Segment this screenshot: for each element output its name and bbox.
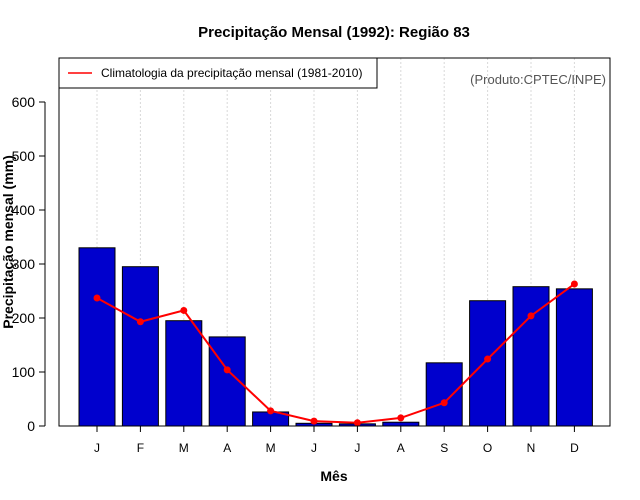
x-tick-label: A [223, 441, 231, 455]
bar-7 [382, 421, 420, 427]
x-tick-label: O [483, 441, 492, 455]
x-tick-label: D [570, 441, 579, 455]
climatology-point-2 [180, 306, 188, 314]
x-tick-label: M [179, 441, 189, 455]
climatology-point-11 [570, 280, 578, 288]
chart-title: Precipitação Mensal (1992): Região 83 [198, 24, 470, 41]
climatology-polyline [96, 283, 575, 424]
x-tick-label: S [440, 441, 448, 455]
y-axis: 0 100 200 300 400 500 600 [12, 94, 46, 434]
x-tick-label: J [94, 441, 100, 455]
climatology-point-0 [93, 294, 101, 302]
credit-annotation: (Produto:CPTEC/INPE) [470, 72, 606, 87]
bar-0 [78, 247, 116, 427]
bar-8 [425, 362, 463, 427]
x-tick-label: J [311, 441, 317, 455]
bar-11 [555, 288, 593, 427]
y-axis-label: Precipitação mensal (mm) [0, 155, 16, 329]
y-tick-label: 500 [12, 148, 36, 164]
x-axis-label: Mês [320, 468, 347, 484]
y-tick-label: 0 [27, 418, 35, 434]
x-tick-label: J [354, 441, 360, 455]
x-tick-label: F [137, 441, 144, 455]
climatology-point-7 [397, 414, 405, 422]
x-tick-label: M [266, 441, 276, 455]
y-tick-label: 100 [12, 364, 36, 380]
bar-2 [165, 320, 203, 427]
legend: Climatologia da precipitação mensal (198… [58, 57, 378, 89]
climatology-point-4 [267, 407, 275, 415]
bars [78, 247, 593, 427]
y-tick-label: 300 [12, 256, 36, 272]
bar-9 [469, 300, 507, 427]
bar-1 [121, 266, 159, 427]
climatology-line [93, 280, 578, 427]
x-tick-label: A [397, 441, 405, 455]
climatology-point-3 [223, 366, 231, 374]
legend-label: Climatologia da precipitação mensal (198… [101, 66, 362, 80]
climatology-point-5 [310, 417, 318, 425]
y-tick-label: 400 [12, 202, 36, 218]
climatology-point-1 [136, 318, 144, 326]
climatology-point-9 [484, 355, 492, 363]
legend-box [58, 57, 378, 89]
x-tick-label: N [527, 441, 536, 455]
y-tick-label: 600 [12, 94, 36, 110]
climatology-point-6 [353, 419, 361, 427]
climatology-point-10 [527, 312, 535, 320]
grid [96, 58, 575, 426]
y-tick-label: 200 [12, 310, 36, 326]
climatology-point-8 [440, 399, 448, 407]
